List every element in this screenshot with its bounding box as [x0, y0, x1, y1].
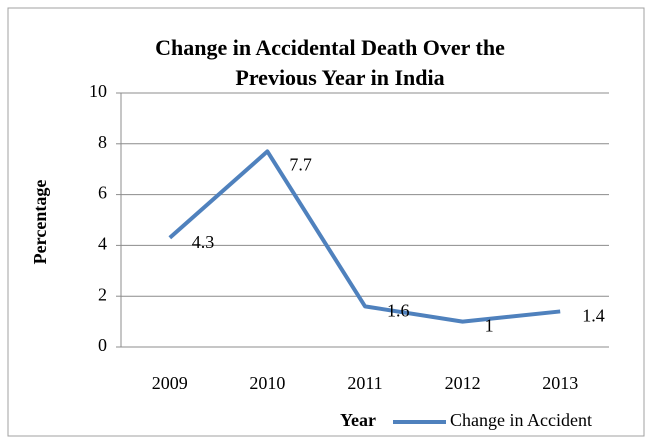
data-label: 1.4: [582, 306, 605, 326]
x-axis-label: Year: [340, 410, 376, 430]
x-tick-label: 2013: [542, 373, 578, 393]
chart-title: Change in Accidental Death Over the: [155, 35, 505, 60]
legend-label: Change in Accident: [450, 410, 592, 430]
y-axis-label: Percentage: [30, 180, 50, 265]
x-tick-label: 2010: [249, 373, 285, 393]
y-tick-label: 8: [98, 132, 107, 152]
x-tick-label: 2009: [152, 373, 188, 393]
y-tick-label: 4: [98, 234, 107, 254]
data-label: 4.3: [192, 232, 215, 252]
chart-title: Previous Year in India: [235, 65, 444, 90]
chart-frame: [7, 7, 645, 437]
x-tick-label: 2011: [347, 373, 382, 393]
data-line: [168, 149, 561, 324]
y-tick-label: 6: [98, 183, 107, 203]
y-tick-label: 0: [98, 335, 107, 355]
y-tick-label: 10: [89, 81, 107, 101]
x-tick-label: 2012: [445, 373, 481, 393]
data-label: 7.7: [289, 155, 312, 175]
data-label: 1: [485, 316, 494, 336]
data-label: 1.6: [387, 300, 410, 320]
y-tick-label: 2: [98, 284, 107, 304]
